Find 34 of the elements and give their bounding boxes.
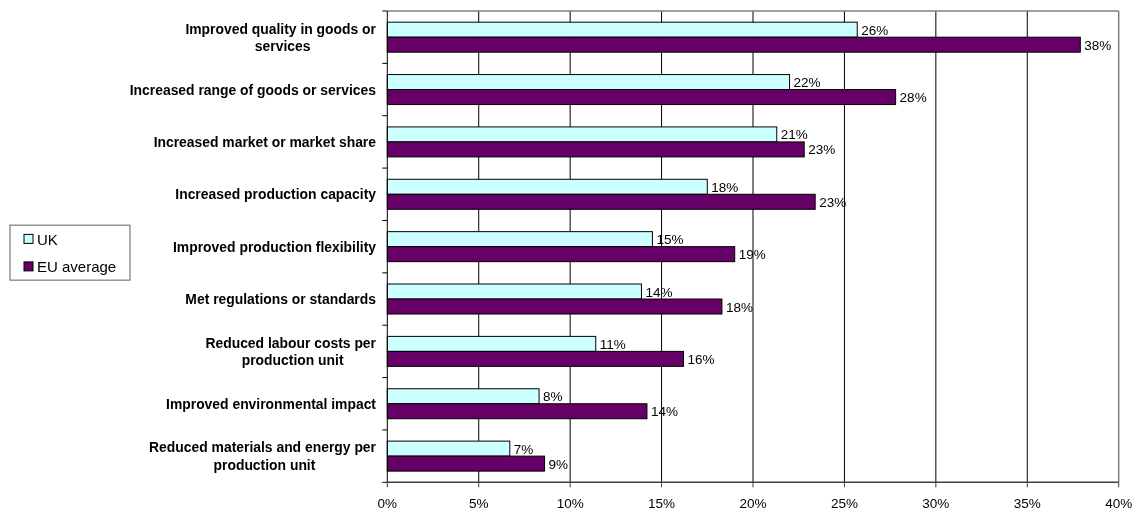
x-tick-label: 15% <box>648 495 676 510</box>
y-tick-label: Improved quality in goods or services <box>185 20 377 54</box>
data-label: 7% <box>513 441 534 457</box>
x-tick-label: 35% <box>1013 495 1041 510</box>
data-label: 26% <box>861 22 889 38</box>
data-label: 21% <box>780 126 808 142</box>
y-tick-label: Met regulations or standards <box>185 291 377 308</box>
legend-label: EU average <box>37 257 117 275</box>
x-tick-label: 30% <box>922 495 950 510</box>
x-tick-label: 5% <box>468 495 489 510</box>
data-label: 23% <box>808 141 836 157</box>
y-tick-label: Increased market or market share <box>153 133 377 150</box>
data-label: 9% <box>548 456 569 472</box>
x-tick-label: 20% <box>739 495 767 510</box>
data-label: 19% <box>738 246 766 262</box>
data-label: 38% <box>1084 37 1112 53</box>
x-tick-label: 10% <box>556 495 584 510</box>
data-label: 16% <box>687 351 715 367</box>
y-tick-label: Increased range of goods or services <box>129 81 377 98</box>
data-label: 8% <box>543 388 563 404</box>
data-label: 28% <box>899 89 927 105</box>
y-tick-label: Reduced materials and energy per production unit <box>149 439 377 473</box>
data-label: 18% <box>711 179 739 195</box>
data-label: 11% <box>599 336 626 352</box>
y-tick-label: Reduced labour costs per production unit <box>205 334 377 369</box>
data-label: 22% <box>793 74 821 90</box>
data-label: 18% <box>725 299 753 315</box>
y-tick-label: Improved production flexibility <box>173 238 377 255</box>
x-tick-label: 25% <box>830 495 858 510</box>
legend-label: UK <box>37 230 58 248</box>
x-tick-label: 40% <box>1105 495 1133 510</box>
y-tick-label: Improved environmental impact <box>166 395 377 412</box>
y-tick-label: Increased production capacity <box>175 186 377 203</box>
x-tick-label: 0% <box>377 495 398 510</box>
